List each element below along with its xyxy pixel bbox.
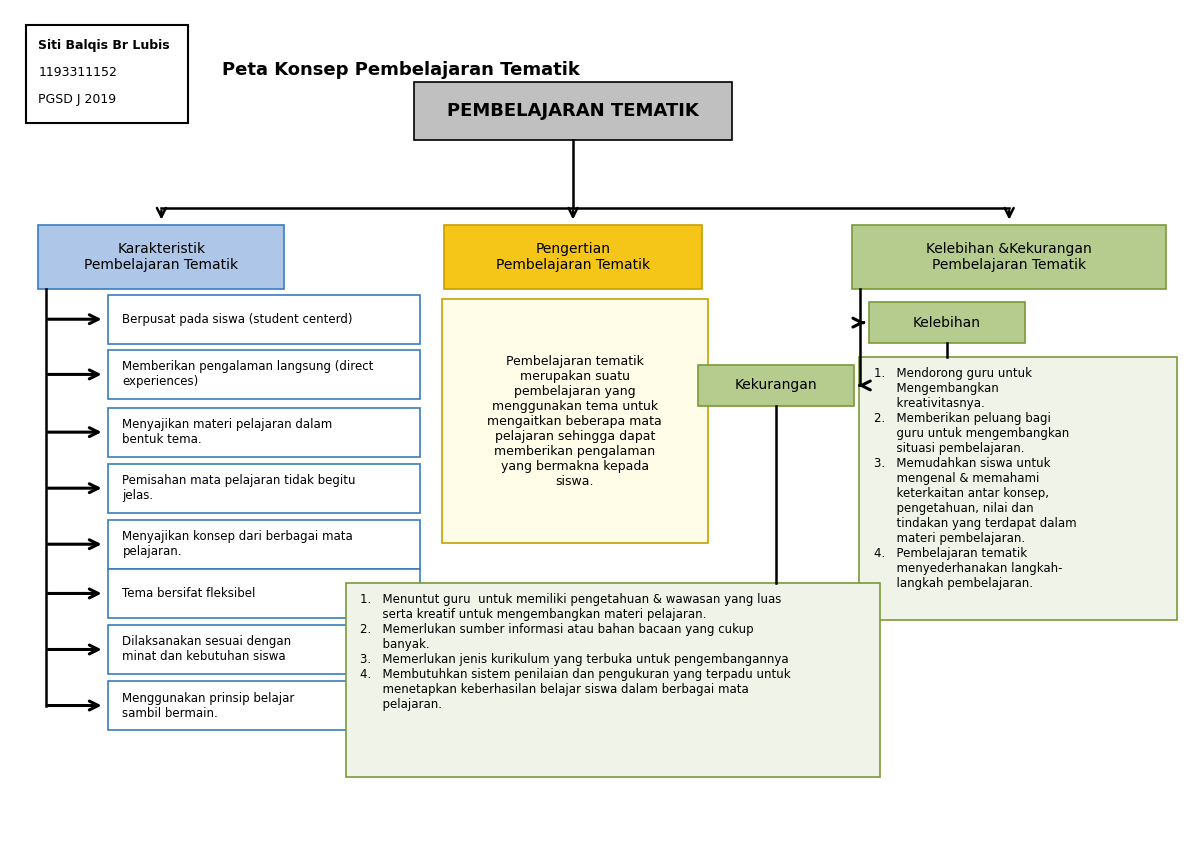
Text: PGSD J 2019: PGSD J 2019: [38, 93, 116, 106]
FancyBboxPatch shape: [442, 299, 708, 543]
Text: Pembelajaran tematik
merupakan suatu
pembelajaran yang
menggunakan tema untuk
me: Pembelajaran tematik merupakan suatu pem…: [487, 355, 662, 487]
Text: Menggunakan prinsip belajar
sambil bermain.: Menggunakan prinsip belajar sambil berma…: [122, 692, 295, 719]
FancyBboxPatch shape: [108, 569, 420, 618]
Text: Siti Balqis Br Lubis: Siti Balqis Br Lubis: [38, 39, 170, 52]
Text: Memberikan pengalaman langsung (direct
experiences): Memberikan pengalaman langsung (direct e…: [122, 361, 373, 388]
Text: Karakteristik
Pembelajaran Tematik: Karakteristik Pembelajaran Tematik: [84, 242, 239, 272]
FancyBboxPatch shape: [859, 357, 1177, 620]
Text: Kelebihan: Kelebihan: [913, 316, 980, 329]
Text: Tema bersifat fleksibel: Tema bersifat fleksibel: [122, 587, 256, 600]
Text: Peta Konsep Pembelajaran Tematik: Peta Konsep Pembelajaran Tematik: [222, 60, 580, 79]
Text: PEMBELAJARAN TEMATIK: PEMBELAJARAN TEMATIK: [448, 102, 698, 121]
FancyBboxPatch shape: [108, 681, 420, 730]
FancyBboxPatch shape: [444, 225, 702, 289]
FancyBboxPatch shape: [26, 25, 188, 123]
FancyBboxPatch shape: [108, 295, 420, 344]
Text: Kelebihan &Kekurangan
Pembelajaran Tematik: Kelebihan &Kekurangan Pembelajaran Temat…: [926, 242, 1092, 272]
Text: 1.   Mendorong guru untuk
      Mengembangkan
      kreativitasnya.
2.   Memberi: 1. Mendorong guru untuk Mengembangkan kr…: [874, 367, 1076, 590]
FancyBboxPatch shape: [346, 583, 880, 777]
FancyBboxPatch shape: [869, 302, 1025, 343]
FancyBboxPatch shape: [108, 464, 420, 513]
Text: Menyajikan konsep dari berbagai mata
pelajaran.: Menyajikan konsep dari berbagai mata pel…: [122, 531, 353, 558]
Text: Pengertian
Pembelajaran Tematik: Pengertian Pembelajaran Tematik: [496, 242, 650, 272]
Text: Pemisahan mata pelajaran tidak begitu
jelas.: Pemisahan mata pelajaran tidak begitu je…: [122, 475, 356, 502]
Text: Kekurangan: Kekurangan: [736, 379, 817, 392]
FancyBboxPatch shape: [414, 82, 732, 140]
FancyBboxPatch shape: [38, 225, 284, 289]
FancyBboxPatch shape: [108, 350, 420, 399]
Text: 1193311152: 1193311152: [38, 66, 118, 79]
Text: Dilaksanakan sesuai dengan
minat dan kebutuhan siswa: Dilaksanakan sesuai dengan minat dan keb…: [122, 636, 292, 663]
FancyBboxPatch shape: [852, 225, 1166, 289]
Text: Menyajikan materi pelajaran dalam
bentuk tema.: Menyajikan materi pelajaran dalam bentuk…: [122, 419, 332, 446]
FancyBboxPatch shape: [108, 408, 420, 457]
FancyBboxPatch shape: [698, 365, 854, 406]
Text: Berpusat pada siswa (student centerd): Berpusat pada siswa (student centerd): [122, 312, 353, 326]
Text: 1.   Menuntut guru  untuk memiliki pengetahuan & wawasan yang luas
      serta k: 1. Menuntut guru untuk memiliki pengetah…: [360, 593, 791, 711]
FancyBboxPatch shape: [108, 625, 420, 674]
FancyBboxPatch shape: [108, 520, 420, 569]
